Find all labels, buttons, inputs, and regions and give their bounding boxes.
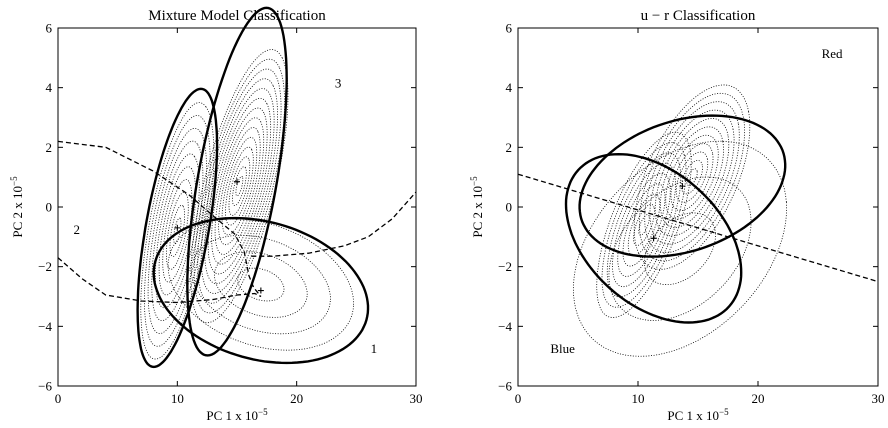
density-contour — [151, 140, 204, 321]
x-tick-label: 20 — [290, 391, 303, 406]
component-center-marker — [234, 178, 240, 185]
chart-title: u − r Classification — [641, 8, 756, 24]
density-contour — [686, 168, 698, 187]
density-contour — [681, 160, 703, 195]
density-contour — [140, 102, 215, 360]
annotation-label: 3 — [335, 76, 342, 91]
density-contour — [644, 212, 716, 285]
density-contour — [235, 176, 244, 197]
density-contour — [606, 152, 682, 298]
density-contour — [166, 192, 189, 270]
density-contour — [596, 131, 692, 319]
component-ellipse-red — [578, 114, 787, 258]
y-tick-label: −6 — [38, 379, 52, 394]
density-contour — [197, 68, 282, 304]
y-tick-label: 6 — [46, 21, 53, 36]
density-contour — [633, 203, 655, 246]
component-center-marker — [650, 235, 657, 242]
annotation-label: Blue — [550, 341, 575, 356]
y-tick-label: 6 — [506, 21, 513, 36]
x-axis-label: PC 1 x 10−5 — [667, 407, 729, 423]
y-tick-label: −4 — [498, 319, 512, 334]
chart-title: Mixture Model Classification — [148, 8, 326, 24]
component-center-marker — [679, 183, 686, 190]
density-contour — [638, 92, 746, 262]
density-contour — [155, 153, 200, 309]
y-tick-label: −2 — [498, 259, 512, 274]
component-ellipse-1 — [152, 216, 370, 365]
density-contour — [193, 58, 286, 314]
density-contour — [670, 143, 714, 212]
y-tick-label: 0 — [46, 200, 53, 215]
density-contour — [231, 166, 247, 206]
y-tick-label: −4 — [38, 319, 52, 334]
y-tick-label: 4 — [46, 80, 53, 95]
density-contour — [617, 172, 671, 277]
density-contour — [221, 136, 258, 236]
density-contour — [169, 204, 185, 257]
density-contour — [207, 97, 272, 275]
y-tick-label: −6 — [498, 379, 512, 394]
density-contour — [214, 117, 265, 255]
density-contour — [218, 127, 261, 246]
density-contour — [627, 193, 661, 257]
density-contour — [237, 267, 285, 302]
density-contour — [225, 146, 254, 226]
x-tick-label: 0 — [55, 391, 62, 406]
x-axis-label: PC 1 x 10−5 — [206, 407, 268, 423]
component-center-marker — [174, 224, 181, 231]
density-contour — [654, 118, 730, 237]
density-contour — [143, 114, 211, 347]
component-center-marker — [257, 287, 264, 294]
x-tick-label: 20 — [752, 391, 765, 406]
classification-boundary — [57, 257, 262, 304]
x-tick-label: 10 — [632, 391, 645, 406]
x-tick-label: 30 — [410, 391, 423, 406]
density-contour — [158, 166, 196, 296]
density-contour — [601, 142, 687, 308]
y-tick-label: 2 — [46, 140, 53, 155]
y-tick-label: 4 — [506, 80, 513, 95]
y-tick-label: 0 — [506, 200, 513, 215]
annotation-label: 2 — [74, 222, 81, 237]
density-contour — [665, 134, 719, 220]
y-axis-label: PC 2 x 10−5 — [469, 176, 485, 238]
x-tick-label: 10 — [171, 391, 184, 406]
density-contour — [167, 218, 355, 351]
x-tick-label: 0 — [515, 391, 522, 406]
y-axis-label: PC 2 x 10−5 — [9, 176, 25, 238]
panel-2: 0 10 20 30 −6 −4 −2 0 2 4 6 u − r Classification PC … — [469, 8, 885, 423]
x-tick-label: 30 — [872, 391, 885, 406]
y-tick-label: −2 — [38, 259, 52, 274]
component-ellipse-3 — [186, 6, 288, 357]
plot-frame — [57, 27, 417, 387]
density-contour — [608, 176, 752, 321]
density-contour — [659, 126, 725, 228]
annotation-label: 1 — [371, 341, 378, 356]
density-contour — [644, 101, 740, 254]
density-contour — [649, 109, 735, 245]
density-contour — [190, 234, 331, 335]
component-ellipse-blue — [564, 152, 743, 324]
density-contour — [211, 107, 268, 265]
plot-frame — [517, 27, 879, 387]
density-contour — [200, 78, 279, 294]
density-contour — [173, 217, 182, 245]
density-contour — [572, 140, 788, 357]
y-tick-label: 2 — [506, 140, 513, 155]
panel-1: 0 10 20 30 −6 −4 −2 0 2 4 6 Mixture Model Classific… — [9, 6, 423, 423]
density-contour — [612, 162, 676, 288]
density-contour — [228, 156, 251, 216]
annotation-label: Red — [822, 46, 843, 61]
density-contour — [633, 84, 751, 270]
classification-boundary — [517, 173, 879, 283]
density-contour — [214, 251, 308, 318]
density-contour — [638, 214, 650, 236]
component-ellipse-2 — [136, 87, 219, 369]
classification-boundary — [57, 140, 262, 297]
